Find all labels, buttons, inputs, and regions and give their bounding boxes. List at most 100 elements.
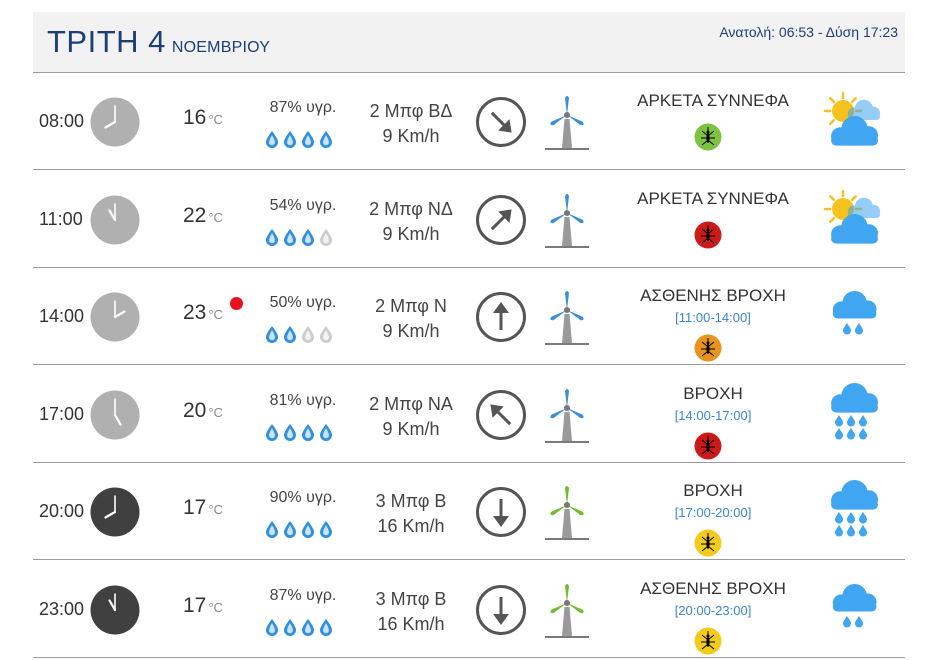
time-label: 23:00: [39, 598, 85, 619]
temperature-unit: °C: [208, 599, 223, 615]
humidity-label: 90% υγρ.: [269, 489, 337, 506]
day-title: ΤΡΙΤΗ 4 ΝΟΕΜΒΡΙΟΥ: [47, 24, 271, 59]
mosquito-alert: [694, 221, 722, 254]
clock-icon: [90, 390, 140, 439]
temperature-value: 22: [183, 203, 207, 227]
wind-text: 2 Μπφ ΒΔ 9 Km/h: [351, 99, 471, 149]
wind-force: 3 Μπφ Β: [375, 588, 447, 609]
day-header: ΤΡΙΤΗ 4 ΝΟΕΜΒΡΙΟΥ Ανατολή: 06:53 - Δύση 1…: [33, 12, 905, 73]
humidity-label: 50% υγρ.: [269, 294, 337, 311]
wind-speed: 9 Km/h: [382, 321, 440, 341]
forecast-row: 23:00 17 °C 87% υγρ. 3 Μπφ Β 16 Km/h ΑΣΘΕΝΗΣ Β…: [33, 561, 905, 658]
mosquito-alert-icon: [694, 123, 722, 151]
forecast-row: 17:00 20 °C 81% υγρ. 2 Μπφ ΝΑ 9 Km/h ΒΡΟΧΗ [14:…: [33, 366, 905, 463]
weather-icon: [823, 479, 887, 548]
humidity-drops-icon: [266, 131, 332, 148]
wind-speed: 16 Km/h: [377, 516, 445, 536]
temperature-unit: °C: [208, 404, 223, 420]
mosquito-alert: [694, 627, 722, 660]
clock-icon: [90, 195, 140, 244]
blue-turbine-icon: [545, 291, 589, 345]
temperature-value: 23: [183, 301, 207, 324]
clock-wrap: [90, 292, 140, 347]
wind-direction-icon: [476, 194, 526, 245]
weather-icon: [823, 189, 887, 258]
partly-cloudy-icon: [823, 189, 880, 244]
wind-arrow: [475, 96, 527, 153]
wind-force: 2 Μπφ ΝΑ: [369, 393, 453, 414]
mosquito-alert-icon: [694, 334, 722, 362]
wind-direction-icon: [476, 292, 526, 342]
wind-force: 2 Μπφ Ν: [375, 296, 447, 316]
mosquito-alert: [694, 432, 722, 465]
wind-force: 3 Μπφ Β: [375, 491, 447, 511]
weather-icon: [823, 91, 887, 160]
humidity-drops: [265, 129, 335, 154]
clock-wrap: [90, 195, 140, 250]
forecast-row: 08:00 16 °C 87% υγρ. 2 Μπφ ΒΔ 9 Km/h ΑΡΚΕΤΑ ΣΥ…: [33, 73, 905, 170]
forecast-row: 11:00 22 °C 54% υγρ. 2 Μπφ ΝΔ 9 Km/h ΑΡΚΕΤΑ ΣΥ…: [33, 171, 905, 268]
time-period: [17:00-20:00]: [674, 505, 752, 520]
clock-wrap: [90, 487, 140, 542]
wind-arrow: [475, 584, 527, 641]
wind-direction-icon: [476, 97, 526, 147]
humidity-label: 87% υγρ.: [269, 586, 337, 604]
wind-speed: 9 Km/h: [382, 223, 440, 244]
wind-force: 2 Μπφ ΒΔ: [369, 101, 453, 121]
time-period: [11:00-14:00]: [675, 310, 751, 325]
blue-turbine-icon: [545, 193, 589, 248]
temperature-unit: °C: [208, 112, 223, 127]
condition-label: ΑΡΚΕΤΑ ΣΥΝΝΕΦΑ: [637, 188, 789, 208]
clock-icon: [90, 585, 140, 634]
temperature-value: 16: [183, 106, 207, 129]
wind-text: 3 Μπφ Β 16 Km/h: [351, 489, 471, 539]
humidity-drops-icon: [266, 326, 332, 343]
wind-direction-icon: [476, 389, 526, 440]
condition-label: ΑΣΘΕΝΗΣ ΒΡΟΧΗ: [640, 286, 786, 305]
temperature: 17 °C: [183, 496, 223, 520]
blue-turbine-icon: [545, 96, 589, 150]
wind-direction-icon: [476, 584, 526, 635]
humidity-drops-icon: [266, 228, 332, 246]
humidity-drops-icon: [266, 423, 332, 441]
time-period: [20:00-23:00]: [674, 602, 752, 618]
time-label: 11:00: [39, 208, 83, 229]
humidity-drops: [265, 422, 335, 447]
humidity-drops-icon: [266, 521, 332, 538]
temperature-unit: °C: [208, 209, 223, 225]
humidity-drops: [265, 227, 335, 252]
turbine-wrap: [543, 581, 591, 650]
condition-label: ΑΣΘΕΝΗΣ ΒΡΟΧΗ: [640, 578, 786, 598]
wind-text: 3 Μπφ Β 16 Km/h: [351, 587, 471, 637]
time-label: 08:00: [39, 111, 85, 131]
mosquito-alert-icon: [694, 529, 722, 557]
wind-force: 2 Μπφ ΝΔ: [369, 198, 453, 219]
light-rain-icon: [832, 290, 877, 335]
wind-direction-icon: [476, 487, 526, 537]
partly-cloudy-icon: [823, 91, 880, 146]
humidity-drops: [265, 324, 335, 349]
clock-wrap: [90, 97, 140, 152]
temperature: 22 °C: [183, 204, 223, 228]
light-rain-icon: [832, 583, 877, 627]
temperature: 23 °C: [183, 301, 223, 325]
turbine-wrap: [543, 386, 591, 455]
clock-icon: [90, 292, 140, 342]
turbine-wrap: [543, 191, 591, 260]
wind-arrow: [475, 291, 527, 348]
condition-label: ΒΡΟΧΗ: [683, 383, 743, 403]
humidity-drops: [265, 617, 335, 642]
wind-arrow: [475, 194, 527, 251]
clock-wrap: [90, 390, 140, 445]
wind-arrow: [475, 389, 527, 446]
forecast-row: 20:00 17 °C 90% υγρ. 3 Μπφ Β 16 Km/h ΒΡΟΧΗ [17:…: [33, 463, 905, 560]
rain-icon: [831, 480, 878, 537]
turbine-wrap: [543, 483, 591, 552]
mosquito-alert: [694, 334, 722, 367]
wind-speed: 9 Km/h: [382, 418, 440, 439]
humidity-drops: [265, 519, 335, 544]
condition-label: ΑΡΚΕΤΑ ΣΥΝΝΕΦΑ: [637, 91, 789, 110]
month-label: ΝΟΕΜΒΡΙΟΥ: [171, 39, 271, 56]
wind-speed: 9 Km/h: [382, 126, 440, 146]
temperature: 20 °C: [183, 399, 223, 423]
